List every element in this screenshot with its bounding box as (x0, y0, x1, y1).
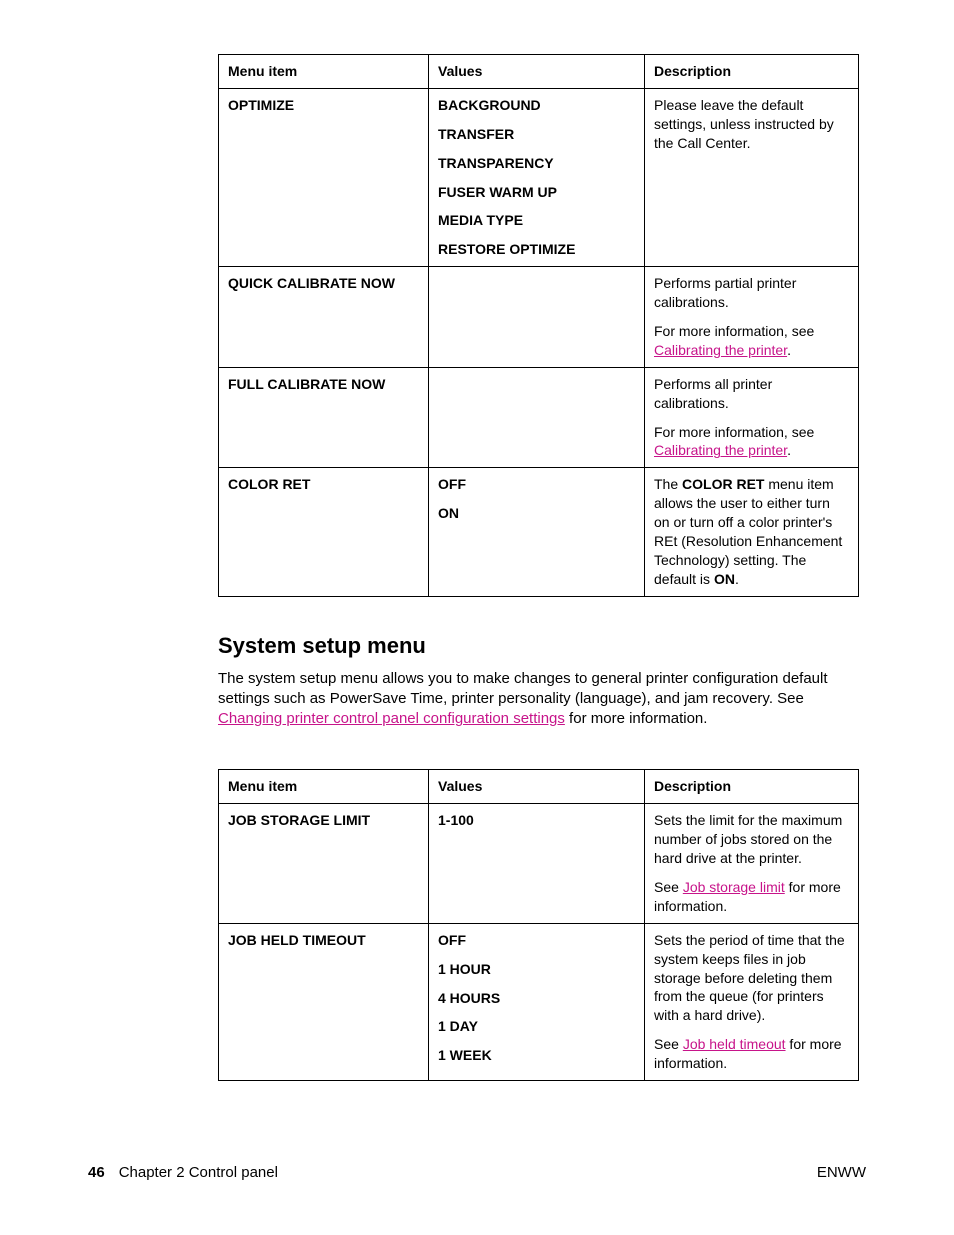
description-text: Sets the period of time that the system … (654, 931, 849, 1025)
values-cell: 1-100 (429, 804, 645, 923)
col-description: Description (645, 770, 859, 804)
values-cell (429, 267, 645, 368)
col-menu-item: Menu item (219, 770, 429, 804)
table-header-row: Menu item Values Description (219, 770, 859, 804)
calibrating-printer-link[interactable]: Calibrating the printer (654, 442, 787, 458)
description-text: See Job storage limit for more informati… (654, 878, 849, 916)
description-text: Please leave the default settings, unles… (654, 96, 849, 153)
changing-config-link[interactable]: Changing printer control panel configura… (218, 710, 565, 727)
description-cell: Sets the limit for the maximum number of… (645, 804, 859, 923)
print-quality-table: Menu item Values Description OPTIMIZE BA… (218, 54, 859, 597)
menu-item-cell: COLOR RET (219, 468, 429, 596)
col-values: Values (429, 55, 645, 89)
system-setup-heading: System setup menu (218, 633, 866, 659)
system-setup-body: The system setup menu allows you to make… (218, 669, 866, 730)
value-option: MEDIA TYPE (438, 211, 635, 230)
value-option: TRANSFER (438, 125, 635, 144)
table-row: QUICK CALIBRATE NOW Performs partial pri… (219, 267, 859, 368)
description-text: For more information, see Calibrating th… (654, 423, 849, 461)
value-option: ON (438, 504, 635, 523)
values-cell: OFF 1 HOUR 4 HOURS 1 DAY 1 WEEK (429, 923, 645, 1080)
description-text: The COLOR RET menu item allows the user … (654, 475, 849, 588)
menu-item-cell: JOB HELD TIMEOUT (219, 923, 429, 1080)
description-text: Performs all printer calibrations. (654, 375, 849, 413)
value-option: OFF (438, 475, 635, 494)
description-cell: Performs all printer calibrations. For m… (645, 367, 859, 468)
chapter-label: Chapter 2 Control panel (119, 1164, 278, 1181)
page-footer: 46 Chapter 2 Control panel ENWW (88, 1164, 866, 1181)
value-option: OFF (438, 931, 635, 950)
col-menu-item: Menu item (219, 55, 429, 89)
description-cell: Sets the period of time that the system … (645, 923, 859, 1080)
col-values: Values (429, 770, 645, 804)
value-option: TRANSPARENCY (438, 154, 635, 173)
value-option: BACKGROUND (438, 96, 635, 115)
table-row: FULL CALIBRATE NOW Performs all printer … (219, 367, 859, 468)
menu-item-cell: OPTIMIZE (219, 88, 429, 266)
values-cell: OFF ON (429, 468, 645, 596)
value-option: RESTORE OPTIMIZE (438, 240, 635, 259)
value-option: 1 DAY (438, 1017, 635, 1036)
description-cell: Performs partial printer calibrations. F… (645, 267, 859, 368)
value-option: 1 WEEK (438, 1046, 635, 1065)
footer-right: ENWW (817, 1164, 866, 1181)
col-description: Description (645, 55, 859, 89)
menu-item-cell: JOB STORAGE LIMIT (219, 804, 429, 923)
description-text: See Job held timeout for more informatio… (654, 1035, 849, 1073)
page: Menu item Values Description OPTIMIZE BA… (0, 0, 954, 1235)
table-row: JOB HELD TIMEOUT OFF 1 HOUR 4 HOURS 1 DA… (219, 923, 859, 1080)
calibrating-printer-link[interactable]: Calibrating the printer (654, 342, 787, 358)
description-cell: The COLOR RET menu item allows the user … (645, 468, 859, 596)
footer-left: 46 Chapter 2 Control panel (88, 1164, 278, 1181)
values-cell: BACKGROUND TRANSFER TRANSPARENCY FUSER W… (429, 88, 645, 266)
value-option: 1 HOUR (438, 960, 635, 979)
value-option: FUSER WARM UP (438, 183, 635, 202)
system-setup-table: Menu item Values Description JOB STORAGE… (218, 769, 859, 1081)
description-text: For more information, see Calibrating th… (654, 322, 849, 360)
description-text: Performs partial printer calibrations. (654, 274, 849, 312)
menu-item-cell: FULL CALIBRATE NOW (219, 367, 429, 468)
values-cell (429, 367, 645, 468)
table-row: JOB STORAGE LIMIT 1-100 Sets the limit f… (219, 804, 859, 923)
menu-item-cell: QUICK CALIBRATE NOW (219, 267, 429, 368)
description-cell: Please leave the default settings, unles… (645, 88, 859, 266)
description-text: Sets the limit for the maximum number of… (654, 811, 849, 868)
table-header-row: Menu item Values Description (219, 55, 859, 89)
job-storage-limit-link[interactable]: Job storage limit (683, 879, 785, 895)
page-number: 46 (88, 1164, 105, 1181)
table-row: COLOR RET OFF ON The COLOR RET menu item… (219, 468, 859, 596)
value-option: 4 HOURS (438, 989, 635, 1008)
page-content: Menu item Values Description OPTIMIZE BA… (218, 54, 866, 1081)
job-held-timeout-link[interactable]: Job held timeout (683, 1036, 786, 1052)
table-row: OPTIMIZE BACKGROUND TRANSFER TRANSPARENC… (219, 88, 859, 266)
